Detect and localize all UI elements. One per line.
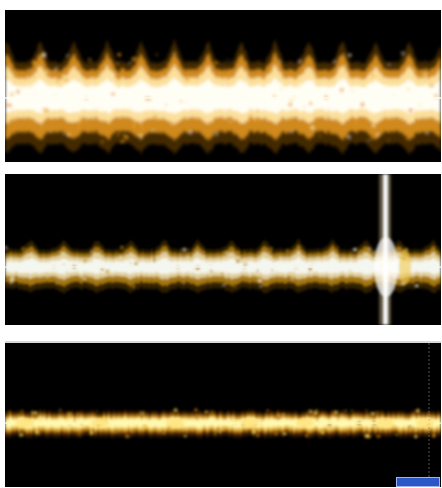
waveform-plot-top bbox=[5, 39, 441, 156]
waveform-panel-middle bbox=[5, 174, 441, 325]
waveform-panel-bottom bbox=[5, 341, 441, 487]
corner-button[interactable] bbox=[396, 477, 440, 487]
waveform-plot-middle bbox=[5, 174, 441, 325]
waveform-panel-top bbox=[5, 10, 441, 162]
waveform-plot-bottom bbox=[5, 343, 441, 487]
